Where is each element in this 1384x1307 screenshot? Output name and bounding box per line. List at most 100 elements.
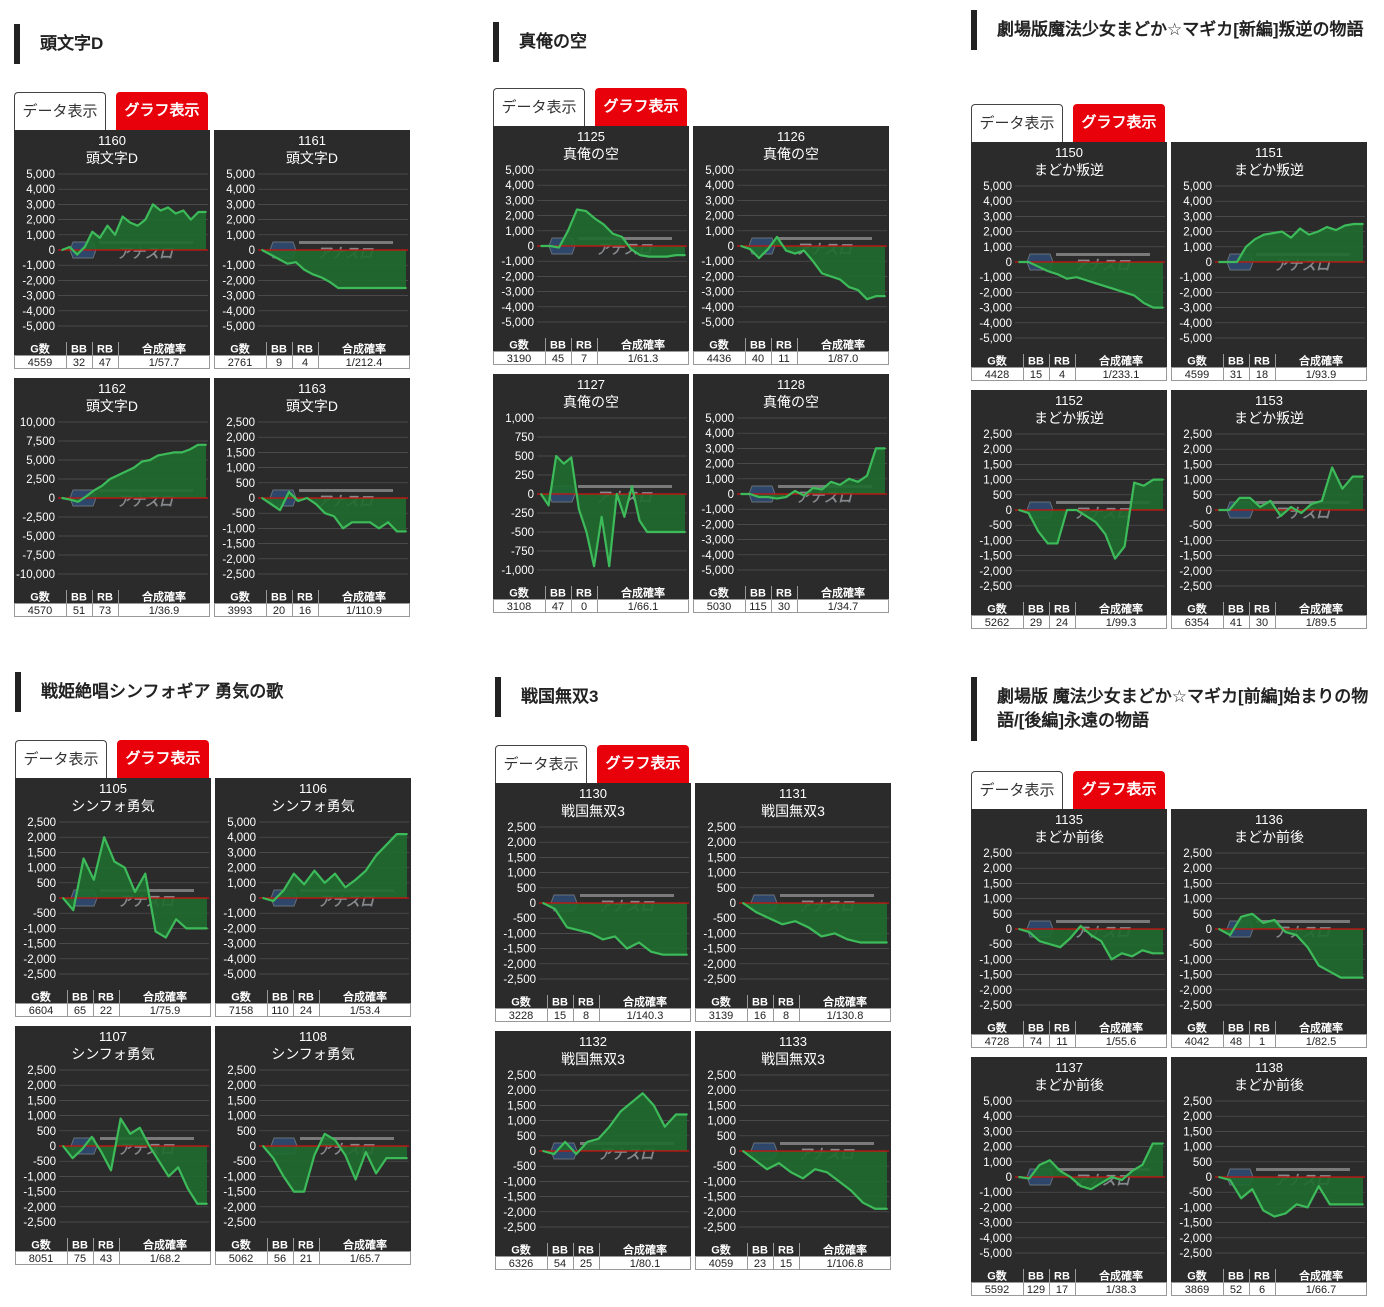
- stats-value-bb: 32: [73, 357, 85, 369]
- machine-panel[interactable]: 1150 まどか叛逆 5,000 4,000 3,000 2,000 1,000 0 -1,00…: [971, 142, 1167, 382]
- machine-panel[interactable]: 1137 まどか前後 5,000 4,000 3,000 2,000 1,000 0 -1,00…: [971, 1057, 1167, 1297]
- data-point: [141, 460, 143, 463]
- y-tick-label: -2,000: [1179, 1233, 1212, 1245]
- data-point: [144, 872, 147, 875]
- stats-value-g: 5262: [985, 617, 1009, 629]
- data-point: [1229, 1179, 1231, 1181]
- machine-panel[interactable]: 1160 頭文字D 5,000 4,000 3,000 2,000 1,000 0 -1,000…: [14, 130, 210, 370]
- machine-chart: 1130 戦国無双3 2,500 2,000 1,500 1,000 500 0 -500 -1,…: [495, 783, 691, 1022]
- machine-panel[interactable]: 1163 頭文字D 2,500 2,000 1,500 1,000 500 0 -500 -1,0…: [214, 378, 410, 618]
- y-tick-label: 2,000: [705, 211, 734, 223]
- machine-panel[interactable]: 1128 真俺の空 5,000 4,000 3,000 2,000 1,000 0 -1,000…: [693, 374, 889, 614]
- data-point: [1094, 521, 1097, 524]
- data-point: [1069, 1176, 1072, 1178]
- y-tick-label: -1,000: [22, 260, 55, 272]
- data-point: [608, 1125, 611, 1128]
- tab-data-view[interactable]: データ表示: [971, 104, 1063, 142]
- data-line: [261, 249, 406, 290]
- tab-graph-view[interactable]: グラフ表示: [117, 740, 209, 778]
- data-point: [262, 897, 264, 899]
- machine-panel[interactable]: 1127 真俺の空 1,000 750 500 250 0 -250 -500 -750 -1,00…: [493, 374, 689, 614]
- tab-data-view[interactable]: データ表示: [15, 740, 107, 778]
- machine-panel[interactable]: 1105 シンフォ勇気 2,500 2,000 1,500 1,000 500 0 -500 -1…: [15, 778, 211, 1018]
- data-point: [196, 1202, 199, 1205]
- data-point: [608, 565, 611, 568]
- y-tick-label: -500: [713, 913, 736, 925]
- data-point: [875, 447, 877, 450]
- tab-graph-view[interactable]: グラフ表示: [116, 92, 208, 130]
- data-point: [1236, 261, 1238, 263]
- stats-value-g: 6326: [509, 1258, 533, 1270]
- machine-panel[interactable]: 1138 まどか前後 2,500 2,000 1,500 1,000 500 0 -500 -1,…: [1171, 1057, 1367, 1297]
- y-tick-label: 0: [1006, 924, 1012, 936]
- stats-value-prob: 1/233.1: [1103, 369, 1140, 381]
- data-point: [776, 497, 778, 500]
- data-point: [125, 470, 127, 473]
- y-tick-label: -500: [989, 939, 1012, 951]
- y-tick-label: -1,000: [1179, 535, 1212, 547]
- machine-panel[interactable]: 1107 シンフォ勇気 2,500 2,000 1,500 1,000 500 0 -500 -1…: [15, 1026, 211, 1266]
- data-point: [1344, 224, 1346, 227]
- data-point: [686, 953, 688, 956]
- machine-panel[interactable]: 1162 頭文字D 10,000 7,500 5,000 2,500 0 -2,500 -5,0…: [14, 378, 210, 618]
- machine-name: 真俺の空: [763, 394, 819, 410]
- data-point: [740, 245, 742, 247]
- machine-number: 1108: [299, 1029, 327, 1044]
- stats-value-prob: 1/34.7: [828, 601, 859, 613]
- data-point: [554, 908, 556, 910]
- y-tick-label: 0: [530, 1146, 536, 1158]
- machine-panel[interactable]: 1131 戦国無双3 2,500 2,000 1,500 1,000 500 0 -500 -1,…: [695, 783, 891, 1023]
- y-tick-label: -2,500: [503, 974, 536, 986]
- machine-panel[interactable]: 1125 真俺の空 5,000 4,000 3,000 2,000 1,000 0 -1,000…: [493, 126, 689, 366]
- data-point: [1317, 1185, 1320, 1188]
- data-point: [776, 235, 778, 238]
- machine-panel[interactable]: 1132 戦国無双3 2,500 2,000 1,500 1,000 500 0 -500 -1,…: [495, 1031, 691, 1271]
- data-point: [1341, 487, 1344, 490]
- machine-panel[interactable]: 1133 戦国無双3 2,500 2,000 1,500 1,000 500 0 -500 -1,…: [695, 1031, 891, 1271]
- machine-panel[interactable]: 1161 頭文字D 5,000 4,000 3,000 2,000 1,000 0 -1,000…: [214, 130, 410, 370]
- stats-header: 合成確率: [342, 590, 386, 604]
- stats-header: BB: [1028, 1023, 1044, 1035]
- data-point: [121, 215, 124, 218]
- y-tick-label: -2,000: [503, 959, 536, 971]
- data-point: [781, 923, 784, 926]
- tab-data-view[interactable]: データ表示: [14, 92, 106, 130]
- machine-panel[interactable]: 1126 真俺の空 5,000 4,000 3,000 2,000 1,000 0 -1,000…: [693, 126, 889, 366]
- y-tick-label: -5,000: [979, 333, 1012, 345]
- machine-chart: 1107 シンフォ勇気 2,500 2,000 1,500 1,000 500 0 -500 -1…: [15, 1026, 211, 1265]
- data-point: [602, 938, 604, 941]
- data-point: [1317, 964, 1320, 967]
- machine-panel[interactable]: 1135 まどか前後 2,500 2,000 1,500 1,000 500 0 -500 -1,…: [971, 809, 1167, 1049]
- stats-header: 合成確率: [143, 1238, 187, 1252]
- machine-panel[interactable]: 1106 シンフォ勇気 5,000 4,000 3,000 2,000 1,000 0 -1,0…: [215, 778, 411, 1018]
- tab-graph-view[interactable]: グラフ表示: [595, 88, 687, 126]
- data-point: [292, 1190, 295, 1193]
- tab-graph-view[interactable]: グラフ表示: [1073, 771, 1165, 809]
- stats-value-bb: 74: [1030, 1036, 1042, 1048]
- tab-graph-view[interactable]: グラフ表示: [597, 745, 689, 783]
- y-tick-label: 1,000: [983, 242, 1012, 254]
- stats-header: G数: [31, 990, 52, 1004]
- data-point: [814, 1168, 816, 1171]
- y-tick-label: -1,500: [23, 1187, 56, 1199]
- machine-number: 1125: [577, 129, 605, 144]
- machine-panel[interactable]: 1151 まどか叛逆 5,000 4,000 3,000 2,000 1,000 0 -1,00…: [1171, 142, 1367, 382]
- machine-panel[interactable]: 1136 まどか前後 2,500 2,000 1,500 1,000 500 0 -500 -1,…: [1171, 809, 1367, 1049]
- tab-graph-view[interactable]: グラフ表示: [1073, 104, 1165, 142]
- tab-data-view[interactable]: データ表示: [971, 771, 1063, 809]
- tab-data-view[interactable]: データ表示: [495, 745, 587, 783]
- machine-panel[interactable]: 1152 まどか叛逆 2,500 2,000 1,500 1,000 500 0 -500 -1,…: [971, 390, 1167, 630]
- y-tick-label: -4,000: [501, 302, 534, 314]
- data-point: [68, 246, 71, 248]
- y-tick-label: 2,500: [226, 417, 255, 429]
- y-tick-label: 500: [1193, 909, 1212, 921]
- machine-panel[interactable]: 1108 シンフォ勇気 2,500 2,000 1,500 1,000 500 0 -500 -1…: [215, 1026, 411, 1266]
- data-point: [1110, 958, 1113, 961]
- machine-panel[interactable]: 1130 戦国無双3 2,500 2,000 1,500 1,000 500 0 -500 -1,…: [495, 783, 691, 1023]
- data-point: [639, 254, 641, 257]
- machine-panel[interactable]: 1153 まどか叛逆 2,500 2,000 1,500 1,000 500 0 -500 -1,…: [1171, 390, 1367, 630]
- data-point: [385, 843, 388, 846]
- stats-value-rb: 8: [783, 1010, 789, 1022]
- data-point: [1295, 1203, 1298, 1206]
- tab-data-view[interactable]: データ表示: [493, 88, 585, 126]
